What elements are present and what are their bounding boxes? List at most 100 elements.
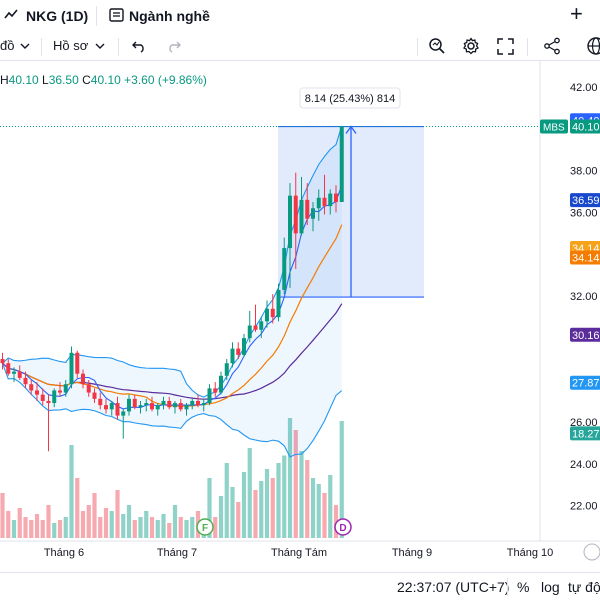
zoom-search-icon[interactable]: [428, 37, 446, 55]
percent-toggle[interactable]: %: [517, 579, 530, 595]
fullscreen-icon[interactable]: [497, 38, 514, 55]
divider: [41, 38, 42, 56]
divider: [118, 38, 119, 56]
price-chart[interactable]: 8.14 (25.43%) 814 42.00 38.00 36.00 32.00 26…: [0, 61, 600, 572]
globe-icon[interactable]: [586, 36, 600, 56]
chart-area[interactable]: 8.14 (25.43%) 814 42.00 38.00 36.00 32.00 26…: [0, 61, 600, 572]
candle-body: [161, 400, 166, 406]
symbol-label[interactable]: NKG (1D): [26, 8, 89, 24]
price-badge-label: 27.87: [572, 378, 600, 390]
industry-icon[interactable]: [109, 8, 124, 22]
candle-body: [316, 197, 321, 209]
candle-body: [196, 400, 200, 406]
candle-body: [311, 208, 315, 219]
volume-bar: [207, 478, 212, 538]
volume-bar: [80, 511, 86, 538]
volume-bar: [75, 478, 80, 538]
candle-body: [270, 308, 275, 318]
candle-body: [282, 248, 287, 290]
volume-bar: [299, 451, 304, 538]
volume-bar: [121, 514, 126, 538]
candle-body: [253, 325, 258, 330]
price-badge: [570, 193, 600, 208]
volume-bar: [144, 511, 149, 538]
volume-bar: [282, 455, 287, 538]
candle-body: [12, 371, 16, 374]
chevron-down-icon[interactable]: [95, 42, 105, 50]
volume-bar: [213, 517, 218, 538]
volume-bar: [109, 511, 114, 538]
candle-body: [52, 390, 57, 404]
divider: [507, 578, 508, 596]
price-axis-bg: [540, 61, 600, 541]
volume-bar: [11, 520, 17, 538]
ohlc-c-label: C: [82, 73, 91, 87]
volume-bar: [270, 478, 275, 538]
price-tick-label: 24.00: [570, 459, 598, 471]
indicators-button[interactable]: đồ: [0, 38, 15, 53]
price-tick-label: 42.00: [570, 82, 598, 94]
volume-bar: [247, 448, 252, 538]
candle-body: [0, 359, 5, 364]
industry-button[interactable]: Ngành nghề: [129, 8, 210, 24]
price-badge-label: 30.16: [572, 330, 600, 342]
volume-bar: [6, 511, 11, 538]
candle-body: [138, 405, 143, 408]
volume-bar: [172, 505, 178, 538]
ohlc-l-label: L: [42, 73, 49, 87]
volume-bar: [63, 517, 68, 538]
candle-body: [127, 398, 131, 412]
candle-body: [167, 400, 172, 408]
candle-body: [40, 394, 45, 401]
volume-bar: [190, 517, 195, 538]
volume-bar: [236, 502, 241, 538]
price-badge: [570, 375, 600, 390]
price-badge-label: 34.14: [572, 252, 600, 264]
bollinger-lower: [1, 363, 343, 458]
volume-bar: [316, 484, 321, 538]
volume-bar: [253, 490, 258, 538]
chart-symbol-icon[interactable]: [4, 8, 18, 22]
auto-toggle[interactable]: tự độn: [568, 579, 600, 595]
marker-d-label: D: [339, 523, 346, 534]
volume-bar: [310, 478, 316, 538]
candle-body: [322, 197, 327, 207]
time-tick-label: Tháng 6: [44, 547, 84, 559]
time-tick-label: Tháng 9: [392, 547, 432, 559]
volume-bar: [167, 523, 172, 538]
volume-bar: [276, 463, 281, 538]
chart-toolbar: đồ Hồ sơ: [0, 32, 600, 61]
volume-bar: [293, 430, 298, 538]
volume-bar: [92, 493, 97, 538]
volume-bar: [29, 520, 34, 538]
volume-bar: [230, 487, 235, 538]
volume-bar: [149, 517, 155, 538]
broker-tag-label: MBS: [543, 123, 565, 134]
volume-bar: [115, 490, 120, 538]
redo-icon[interactable]: [166, 39, 182, 53]
volume-bar: [339, 421, 344, 538]
candle-body: [132, 398, 137, 408]
candle-body: [339, 126, 344, 202]
volume-bar: [103, 508, 109, 538]
broker-tag: [540, 119, 568, 134]
gear-icon[interactable]: [462, 37, 480, 55]
chevron-down-icon[interactable]: [20, 42, 30, 50]
candle-body: [184, 405, 189, 410]
candle-body: [29, 384, 34, 391]
undo-icon[interactable]: [131, 39, 147, 53]
ma-fast-line: [2, 185, 343, 410]
candle-body: [265, 308, 269, 322]
log-toggle[interactable]: log: [541, 579, 560, 595]
divider: [417, 38, 418, 56]
clock-label[interactable]: 22:37:07 (UTC+7): [397, 579, 510, 595]
add-tab-button[interactable]: +: [570, 1, 583, 26]
volume-bar: [322, 493, 327, 538]
price-tick-label: 36.00: [570, 207, 598, 219]
volume-bar: [161, 514, 166, 538]
volume-bar: [241, 472, 247, 538]
volume-bar: [23, 517, 28, 538]
profile-button[interactable]: Hồ sơ: [53, 38, 89, 53]
share-icon[interactable]: [543, 37, 561, 55]
